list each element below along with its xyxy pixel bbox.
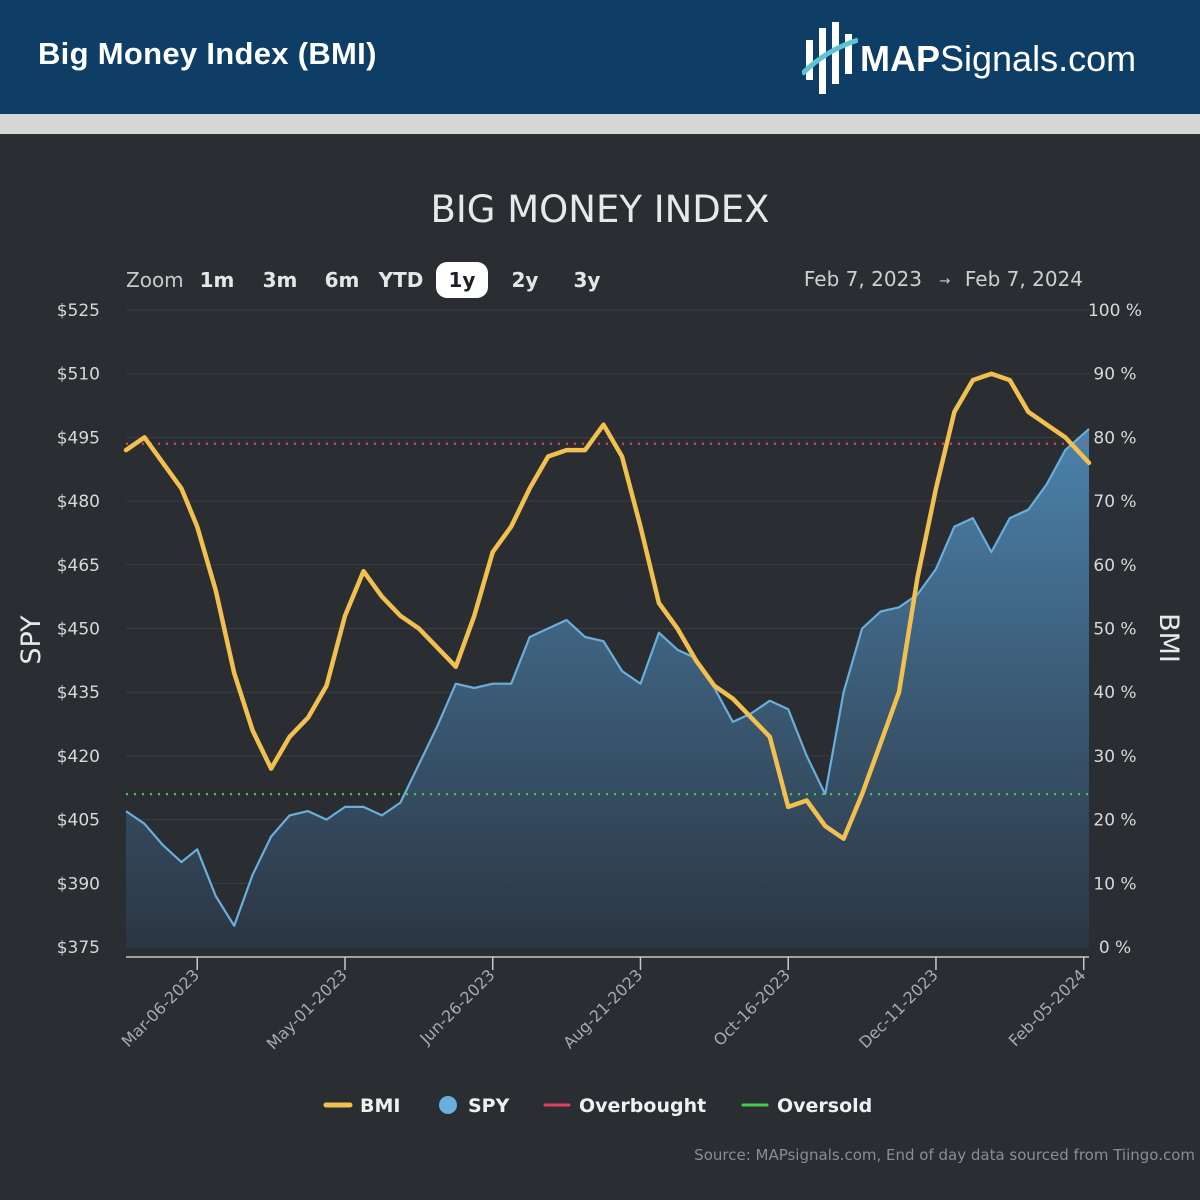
chart-title: BIG MONEY INDEX bbox=[431, 188, 770, 231]
range-from-input[interactable]: Feb 7, 2023 bbox=[804, 267, 922, 291]
header-divider bbox=[0, 114, 1200, 134]
zoom-option-label: YTD bbox=[378, 268, 424, 292]
source-note: Source: MAPsignals.com, End of day data … bbox=[694, 1146, 1195, 1164]
x-tick-label: Dec-11-2023 bbox=[855, 965, 942, 1052]
y-left-tick-label: $525 bbox=[57, 301, 100, 321]
zoom-option-3m[interactable]: 3m bbox=[263, 268, 298, 292]
y-left-axis-label: SPY bbox=[16, 615, 47, 665]
legend-label: Oversold bbox=[777, 1095, 872, 1117]
legend-item-bmi[interactable]: BMI bbox=[323, 1095, 400, 1117]
zoom-option-label: 6m bbox=[325, 268, 360, 292]
legend-item-spy[interactable]: SPY bbox=[439, 1095, 510, 1117]
y-left-tick-label: $435 bbox=[57, 683, 100, 703]
legend-item-oversold[interactable]: Oversold bbox=[741, 1095, 872, 1117]
zoom-bar: Zoom 1m 3m 6m YTD 1y 2y 3y bbox=[126, 262, 600, 298]
logo-text: MAPSignals.com bbox=[860, 38, 1137, 79]
legend-marker-dot bbox=[439, 1096, 457, 1114]
zoom-option-1y[interactable]: 1y bbox=[436, 262, 488, 298]
logo-mark-icon bbox=[800, 22, 859, 94]
range-to-input[interactable]: Feb 7, 2024 bbox=[965, 267, 1083, 291]
y-right-tick-label: 50 % bbox=[1093, 620, 1136, 640]
date-range: Feb 7, 2023 → Feb 7, 2024 bbox=[804, 267, 1083, 291]
y-right-tick-label: 10 % bbox=[1093, 874, 1136, 894]
zoom-option-label: 3y bbox=[574, 268, 601, 292]
range-arrow-icon: → bbox=[940, 274, 951, 289]
y-left-tick-label: $510 bbox=[57, 365, 100, 385]
y-left-tick-label: $450 bbox=[57, 620, 100, 640]
y-left-tick-label: $405 bbox=[57, 811, 100, 831]
spy-line bbox=[125, 428, 1090, 927]
y-right-tick-label: 0 % bbox=[1099, 938, 1131, 958]
zoom-option-ytd[interactable]: YTD bbox=[378, 268, 424, 292]
legend-item-overbought[interactable]: Overbought bbox=[543, 1095, 706, 1117]
x-tick-label: Aug-21-2023 bbox=[559, 965, 646, 1052]
x-tick-label: May-01-2023 bbox=[263, 965, 351, 1053]
y-left-tick-label: $480 bbox=[57, 492, 100, 512]
legend-label: BMI bbox=[360, 1095, 400, 1117]
zoom-option-1m[interactable]: 1m bbox=[200, 268, 235, 292]
legend: BMI SPY Overbought Oversold bbox=[323, 1095, 872, 1117]
x-tick-label: Feb-05-2024 bbox=[1005, 965, 1090, 1050]
page-title: Big Money Index (BMI) bbox=[38, 36, 377, 71]
zoom-label: Zoom bbox=[126, 268, 184, 292]
zoom-selected-highlight bbox=[436, 262, 488, 298]
y-left-tick-label: $420 bbox=[57, 747, 100, 767]
x-tick-label: Jun-26-2023 bbox=[415, 965, 498, 1048]
y-left-tick-label: $495 bbox=[57, 428, 100, 448]
bmi-line bbox=[123, 371, 1092, 841]
y-right-tick-label: 60 % bbox=[1093, 556, 1136, 576]
spy-area bbox=[125, 428, 1090, 947]
y-right-axis-label: BMI bbox=[1153, 613, 1184, 663]
y-right-tick-label: 40 % bbox=[1093, 683, 1136, 703]
zoom-option-label: 2y bbox=[512, 268, 539, 292]
y-right-tick-label: 90 % bbox=[1093, 365, 1136, 385]
x-tick-label: Oct-16-2023 bbox=[710, 965, 794, 1049]
zoom-option-label: 1y bbox=[449, 268, 476, 292]
zoom-option-6m[interactable]: 6m bbox=[325, 268, 360, 292]
y-left-tick-label: $390 bbox=[57, 874, 100, 894]
zoom-option-label: 1m bbox=[200, 268, 235, 292]
y-right-tick-label: 20 % bbox=[1093, 811, 1136, 831]
legend-label: SPY bbox=[468, 1095, 510, 1117]
y-right-tick-label: 70 % bbox=[1093, 492, 1136, 512]
x-tick-label: Mar-06-2023 bbox=[118, 965, 203, 1050]
spy-area-fill bbox=[126, 428, 1089, 947]
y-right-tick-label: 80 % bbox=[1093, 428, 1136, 448]
threshold-lines bbox=[126, 442, 1089, 796]
mapsignals-logo: MAPSignals.com bbox=[800, 22, 1142, 98]
zoom-option-2y[interactable]: 2y bbox=[512, 268, 539, 292]
y-right-tick-label: 100 % bbox=[1088, 301, 1142, 321]
y-right-tick-label: 30 % bbox=[1093, 747, 1136, 767]
zoom-option-3y[interactable]: 3y bbox=[574, 268, 601, 292]
zoom-option-label: 3m bbox=[263, 268, 298, 292]
y-left-tick-label: $375 bbox=[57, 938, 100, 958]
y-left-tick-label: $465 bbox=[57, 556, 100, 576]
legend-label: Overbought bbox=[579, 1095, 706, 1117]
bmi-series bbox=[123, 371, 1092, 841]
header-bar: Big Money Index (BMI) MAPSignals.com bbox=[0, 0, 1200, 114]
